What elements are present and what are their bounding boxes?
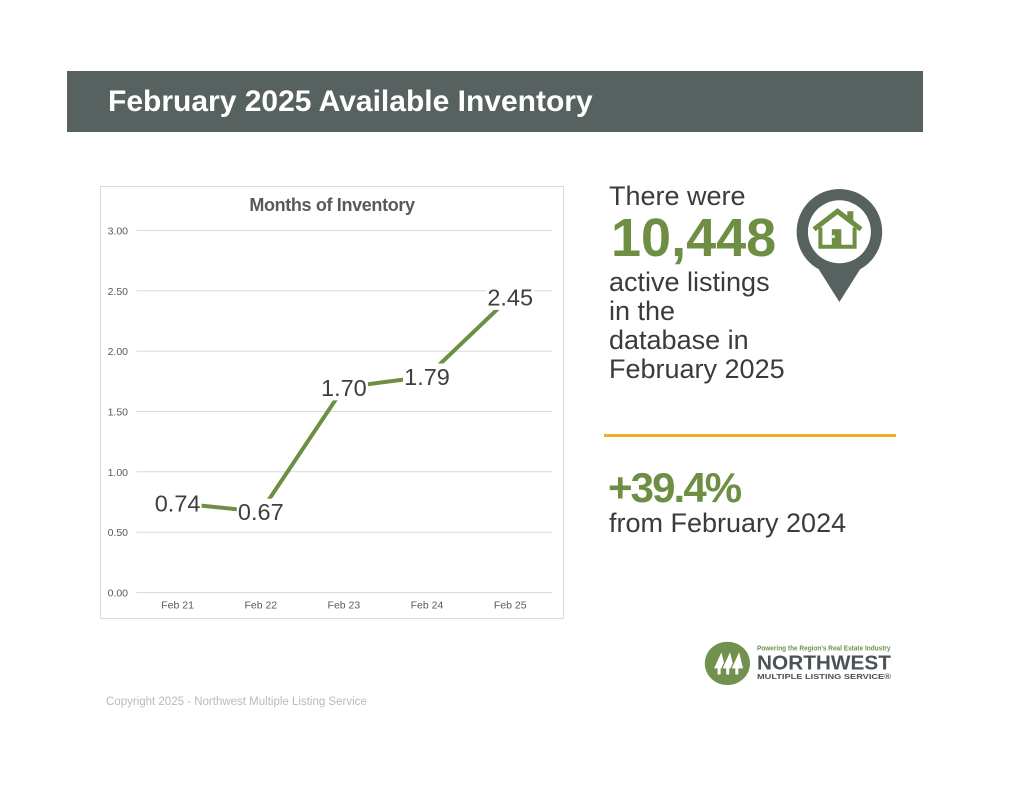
svg-text:0.00: 0.00 bbox=[108, 588, 129, 600]
svg-text:Feb 22: Feb 22 bbox=[244, 600, 277, 612]
svg-text:Months of Inventory: Months of Inventory bbox=[249, 195, 415, 215]
svg-text:1.79: 1.79 bbox=[404, 364, 450, 390]
svg-text:3.00: 3.00 bbox=[108, 226, 129, 238]
svg-text:Feb 21: Feb 21 bbox=[161, 600, 194, 612]
svg-text:2.45: 2.45 bbox=[487, 284, 533, 310]
svg-text:Feb 23: Feb 23 bbox=[328, 600, 361, 612]
svg-text:MULTIPLE LISTING SERVICE®: MULTIPLE LISTING SERVICE® bbox=[757, 672, 891, 681]
svg-text:Powering the Region's Real Est: Powering the Region's Real Estate Indust… bbox=[757, 646, 891, 653]
svg-text:1.50: 1.50 bbox=[108, 407, 129, 419]
svg-text:2.50: 2.50 bbox=[108, 286, 129, 298]
svg-text:0.50: 0.50 bbox=[108, 527, 129, 539]
svg-text:Feb 24: Feb 24 bbox=[411, 600, 444, 612]
svg-text:Feb 25: Feb 25 bbox=[494, 600, 527, 612]
svg-text:1.00: 1.00 bbox=[108, 467, 129, 479]
svg-text:2.00: 2.00 bbox=[108, 346, 129, 358]
svg-text:0.74: 0.74 bbox=[155, 491, 201, 517]
svg-text:NORTHWEST: NORTHWEST bbox=[757, 651, 891, 674]
svg-text:0.67: 0.67 bbox=[238, 499, 284, 525]
svg-text:1.70: 1.70 bbox=[321, 375, 367, 401]
